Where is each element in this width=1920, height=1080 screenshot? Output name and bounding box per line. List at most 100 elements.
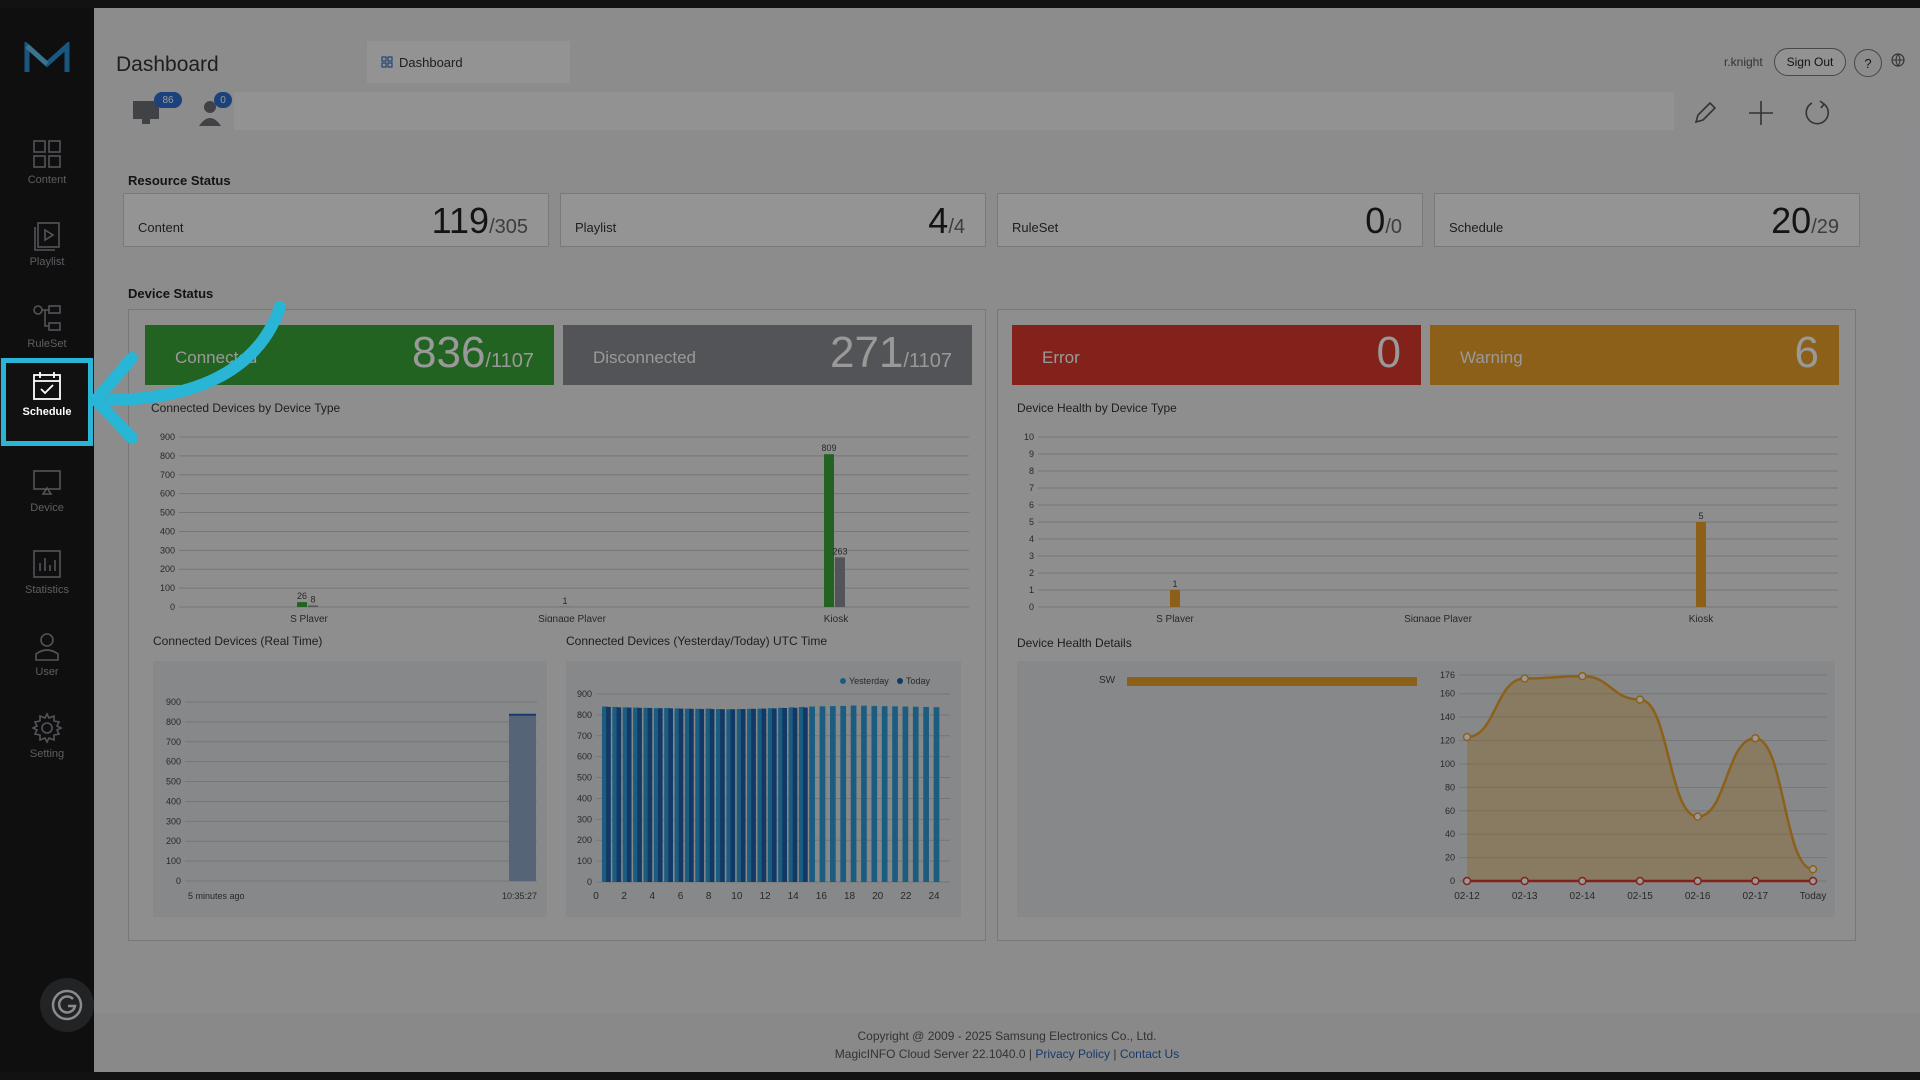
contact-us-link[interactable]: Contact Us (1119, 1047, 1180, 1061)
y-tick-label: 900 (166, 697, 181, 707)
data-label: 809 (821, 443, 836, 453)
x-tick-label: Kiosk (824, 614, 849, 622)
connected-value: 836/1107 (412, 328, 534, 377)
bar-yesterday (881, 706, 888, 882)
sidebar-item-device[interactable]: Device (0, 454, 94, 536)
help-button[interactable]: ? (1854, 49, 1882, 77)
resource-card-ruleset[interactable]: RuleSet 0/0 (997, 193, 1423, 247)
toolbar: 86 0 (118, 88, 1830, 142)
warning-box[interactable]: Warning 6 (1430, 325, 1839, 385)
data-label: 5 (1698, 511, 1703, 521)
x-tick-label: 14 (788, 891, 800, 902)
bar-yesterday (622, 707, 629, 882)
bar-today (647, 707, 653, 882)
x-tick-label: 02-15 (1627, 891, 1653, 902)
sign-out-button[interactable]: Sign Out (1774, 48, 1846, 76)
sidebar-item-user[interactable]: User (0, 618, 94, 700)
y-tick-label: 400 (160, 526, 175, 536)
resource-card-content[interactable]: Content 119/305 (123, 193, 549, 247)
magicinfo-logo[interactable] (24, 42, 70, 74)
globe-icon[interactable] (1891, 53, 1905, 67)
gear-icon (31, 712, 63, 744)
bar-yesterday (840, 705, 847, 882)
bar-yesterday (757, 708, 764, 882)
bar-today (730, 709, 736, 882)
disconnected-value: 271/1107 (830, 328, 952, 377)
disconnected-box[interactable]: Disconnected 271/1107 (563, 325, 972, 385)
user-name: r.knight (1724, 55, 1763, 69)
sidebar-item-playlist[interactable]: Playlist (0, 208, 94, 290)
playlist-icon (34, 222, 60, 251)
bar (1170, 590, 1180, 607)
y-tick-label: 300 (577, 814, 592, 824)
add-icon[interactable] (1746, 98, 1776, 128)
sidebar-item-content[interactable]: Content (0, 126, 94, 208)
refresh-icon[interactable] (1802, 98, 1832, 128)
privacy-policy-link[interactable]: Privacy Policy (1035, 1047, 1111, 1061)
chart-background (153, 661, 547, 917)
bar-yesterday (716, 709, 722, 882)
y-tick-label: 1 (1029, 585, 1034, 595)
legend-swatch-today (897, 678, 903, 684)
bar-yesterday (798, 706, 805, 882)
bar-yesterday (747, 708, 753, 882)
card-label: RuleSet (1012, 220, 1059, 235)
y-tick-label: 0 (1029, 602, 1034, 612)
connected-box[interactable]: Connected 836/1107 (145, 325, 554, 385)
x-tick-label: 16 (816, 891, 828, 902)
bar-yesterday (664, 707, 670, 882)
error-point (1751, 876, 1760, 886)
bar-yesterday (684, 708, 691, 882)
sidebar-item-schedule[interactable]: Schedule (1, 358, 93, 446)
error-value: 0 (1376, 328, 1401, 377)
error-box[interactable]: Error 0 (1012, 325, 1421, 385)
y-tick-label: 600 (160, 489, 175, 499)
page-title: Dashboard (116, 53, 219, 76)
search-bar[interactable] (234, 92, 1674, 130)
bar-yesterday (767, 708, 774, 882)
content-icon (33, 140, 61, 168)
bar-today (657, 708, 663, 882)
sidebar-item-label: Setting (29, 748, 65, 760)
person-icon[interactable] (198, 100, 222, 126)
warning-point (1751, 733, 1760, 743)
bar-today (751, 708, 756, 882)
y-tick-label: 400 (577, 793, 592, 803)
health-details-title: Device Health Details (1017, 636, 1132, 650)
sidebar-item-label: Playlist (29, 256, 65, 268)
warning-point (1520, 674, 1529, 683)
y-tick-label: 100 (160, 583, 175, 593)
y-tick-label: 600 (166, 757, 181, 767)
grid-icon (381, 56, 393, 68)
y-tick-label: 800 (166, 717, 181, 727)
resource-card-playlist[interactable]: Playlist 4/4 (560, 193, 986, 247)
bar-yesterday (871, 705, 878, 882)
connected-by-type-title: Connected Devices by Device Type (151, 401, 341, 415)
y-tick-label: 4 (1029, 534, 1034, 544)
monitor-icon[interactable] (132, 100, 160, 126)
y-tick-label: 176 (1440, 670, 1455, 680)
sidebar-item-ruleset[interactable]: RuleSet (0, 290, 94, 372)
x-end-label: 10:35:27 (502, 891, 537, 901)
bar-today (699, 709, 705, 882)
y-tick-label: 800 (577, 710, 592, 720)
edit-icon[interactable] (1690, 98, 1720, 128)
x-tick-label: 12 (759, 891, 771, 902)
y-tick-label: 500 (160, 508, 175, 518)
y-tick-label: 60 (1445, 806, 1455, 816)
grammarly-icon[interactable] (40, 978, 94, 1032)
device-icon (33, 470, 61, 495)
tab-dashboard[interactable]: Dashboard (367, 41, 570, 83)
sidebar-item-setting[interactable]: Setting (0, 700, 94, 782)
connected-by-type-chart: 0 100 200 300 400 500 600 700 800 900 S Player 26 8 S… (160, 432, 969, 622)
y-tick-label: 200 (166, 836, 181, 846)
realtime-chart: 0 100 200 300 400 500 600 700 800 900 5 minutes ag… (153, 661, 547, 917)
bar (835, 557, 845, 607)
resource-card-schedule[interactable]: Schedule 20/29 (1434, 193, 1860, 247)
x-tick-label: 02-13 (1512, 891, 1538, 902)
bar-today (740, 709, 746, 882)
y-tick-label: 500 (577, 773, 592, 783)
x-tick-label: 02-16 (1685, 891, 1711, 902)
sidebar-item-statistics[interactable]: Statistics (0, 536, 94, 618)
card-value: 0/0 (1365, 200, 1402, 241)
